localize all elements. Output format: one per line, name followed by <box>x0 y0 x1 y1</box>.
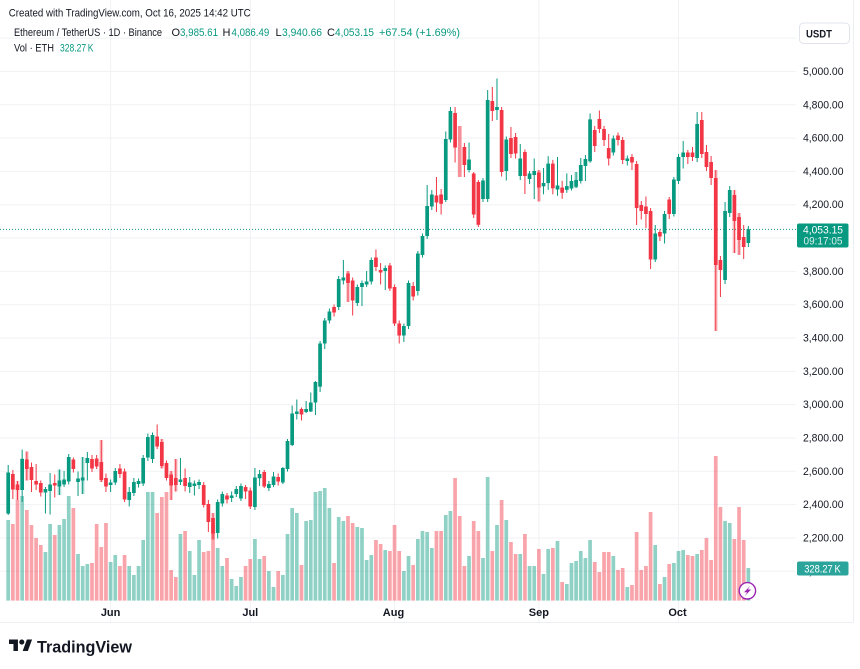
svg-text:Vol · ETH: Vol · ETH <box>14 43 54 55</box>
svg-text:2,200.00: 2,200.00 <box>803 532 844 544</box>
svg-text:2,400.00: 2,400.00 <box>803 499 844 511</box>
svg-text:H: H <box>223 27 231 39</box>
svg-text:3,985.61: 3,985.61 <box>180 27 218 39</box>
svg-text:4,200.00: 4,200.00 <box>803 199 844 211</box>
svg-text:C: C <box>327 27 335 39</box>
svg-text:Ethereum / TetherUS · 1D · Bin: Ethereum / TetherUS · 1D · Binance <box>14 27 162 39</box>
svg-text:Aug: Aug <box>383 607 404 619</box>
svg-text:4,053.15: 4,053.15 <box>803 225 843 237</box>
svg-text:Jul: Jul <box>242 607 258 619</box>
svg-text:+67.54 (+1.69%): +67.54 (+1.69%) <box>379 27 460 39</box>
svg-text:2,800.00: 2,800.00 <box>803 432 844 444</box>
svg-text:2,600.00: 2,600.00 <box>803 466 844 478</box>
svg-text:328.27 K: 328.27 K <box>60 43 94 55</box>
svg-text:O: O <box>172 27 181 39</box>
svg-text:3,200.00: 3,200.00 <box>803 366 844 378</box>
svg-text:328.27 K: 328.27 K <box>804 563 841 575</box>
svg-text:Sep: Sep <box>529 607 549 619</box>
svg-text:3,400.00: 3,400.00 <box>803 333 844 345</box>
svg-text:3,800.00: 3,800.00 <box>803 266 844 278</box>
svg-text:4,400.00: 4,400.00 <box>803 166 844 178</box>
svg-text:USDT: USDT <box>806 29 832 41</box>
svg-text:Created with TradingView.com,: Created with TradingView.com, Oct 16, 20… <box>9 8 251 20</box>
svg-text:Jun: Jun <box>101 607 121 619</box>
svg-text:4,600.00: 4,600.00 <box>803 133 844 145</box>
svg-text:L: L <box>276 27 282 39</box>
svg-text:3,000.00: 3,000.00 <box>803 399 844 411</box>
svg-text:4,800.00: 4,800.00 <box>803 99 844 111</box>
svg-text:3,940.66: 3,940.66 <box>282 27 322 39</box>
svg-text:5,000.00: 5,000.00 <box>803 66 844 78</box>
svg-text:4,086.49: 4,086.49 <box>232 27 270 39</box>
svg-text:3,600.00: 3,600.00 <box>803 299 844 311</box>
svg-text:TradingView: TradingView <box>37 639 132 657</box>
svg-text:09:17:05: 09:17:05 <box>804 236 843 248</box>
svg-text:4,053.15: 4,053.15 <box>335 27 374 39</box>
svg-text:Oct: Oct <box>668 607 687 619</box>
